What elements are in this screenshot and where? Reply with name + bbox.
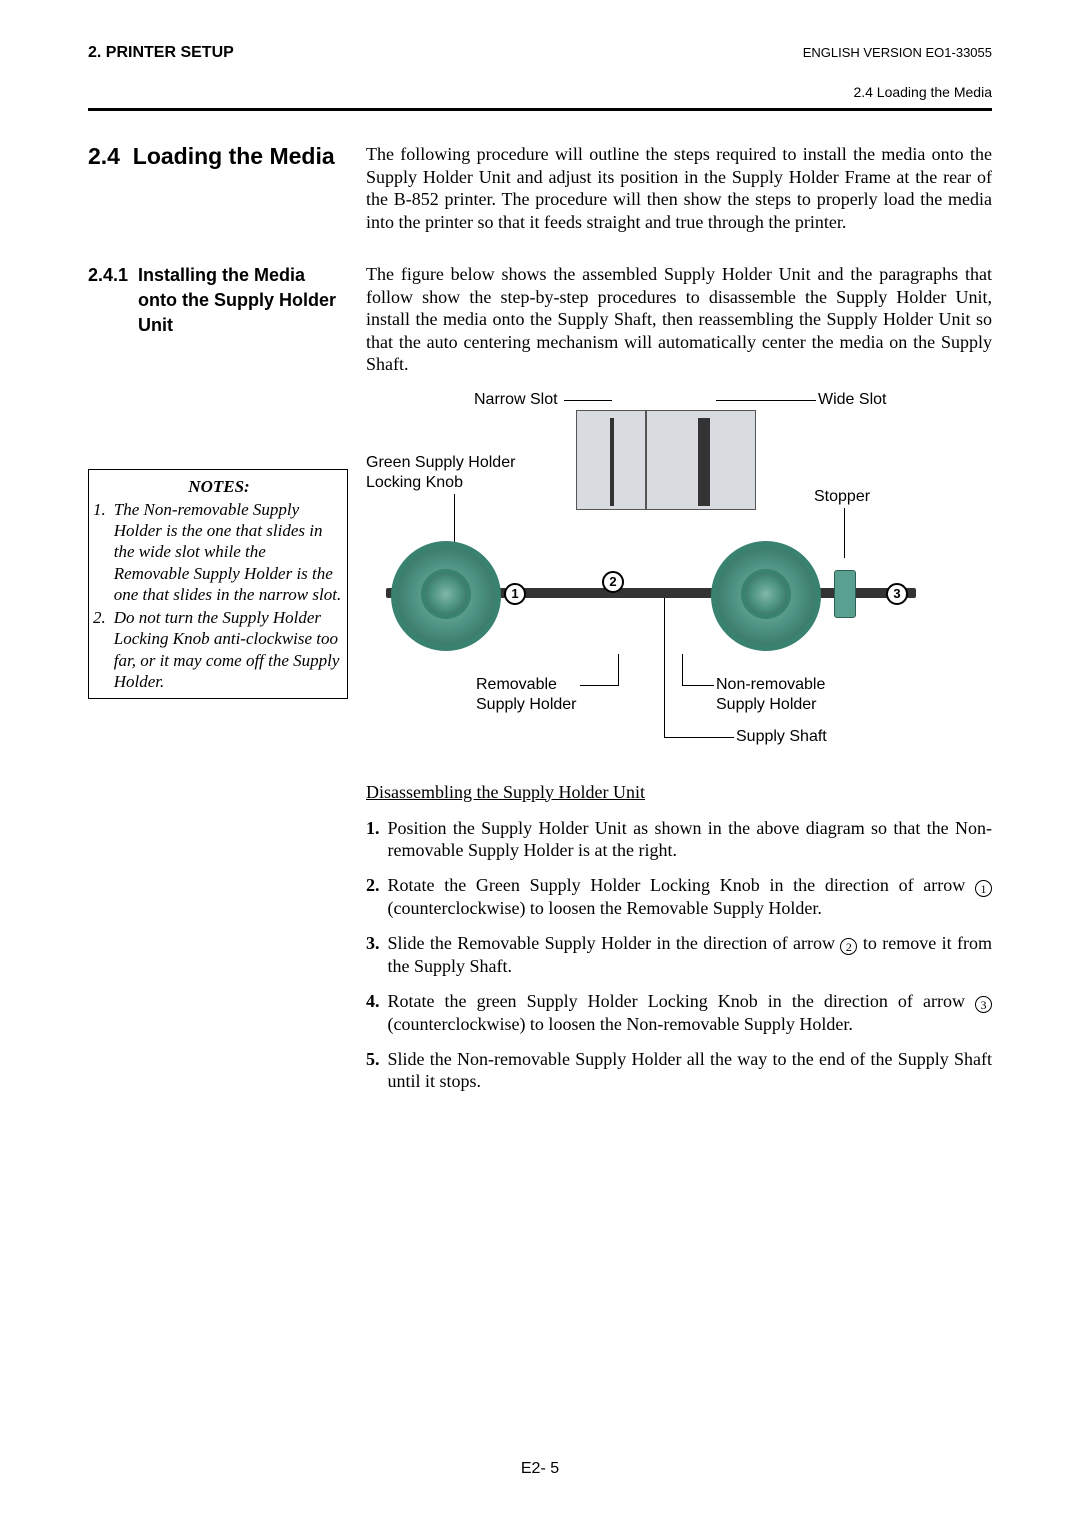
label-green-knob-l2: Locking Knob [366,474,463,492]
stopper-block [834,570,856,618]
notes-list: 1. The Non-removable Supply Holder is th… [93,499,345,692]
badge-3: 3 [886,583,908,605]
header-right: ENGLISH VERSION EO1-33055 [803,45,992,60]
page-footer: E2- 5 [0,1460,1080,1478]
leader-line [664,737,734,738]
step-number: 1. [366,817,380,862]
subsection-title: 2.4.1 Installing the Media onto the Supp… [88,263,348,339]
section-row: 2.4 Loading the Media The following proc… [88,143,992,233]
header-left: 2. PRINTER SETUP [88,44,234,62]
circled-number-icon: 2 [840,938,857,955]
step-text: Slide the Non-removable Supply Holder al… [388,1048,993,1093]
section-number: 2.4 [88,143,120,169]
section-name: Loading the Media [133,143,335,169]
figure-supply-holder: Narrow Slot Wide Slot Green Supply Holde… [366,376,926,776]
notes-box: NOTES: 1. The Non-removable Supply Holde… [88,469,348,700]
leader-line [716,400,816,401]
step-text: Slide the Removable Supply Holder in the… [388,932,993,978]
leader-line [844,508,845,558]
badge-1: 1 [504,583,526,605]
slot-narrow [610,418,614,506]
page-header: 2. PRINTER SETUP ENGLISH VERSION EO1-330… [88,44,992,62]
leader-line [664,598,665,738]
slot-wide [698,418,710,506]
section-intro-col: The following procedure will outline the… [366,143,992,233]
label-nonremovable-l1: Non-removable [716,676,825,694]
badge-2: 2 [602,571,624,593]
notes-item-number: 1. [93,499,106,605]
label-narrow-slot: Narrow Slot [474,391,558,409]
label-supply-shaft: Supply Shaft [736,728,827,746]
subsection-name: Installing the Media onto the Supply Hol… [138,263,348,339]
label-nonremovable-l2: Supply Holder [716,696,817,714]
step-number: 4. [366,990,380,1036]
leader-line [580,685,618,686]
notes-item-number: 2. [93,607,106,692]
step-item: 2. Rotate the Green Supply Holder Lockin… [366,874,992,920]
circled-number-icon: 3 [975,996,992,1013]
subsection-left: 2.4.1 Installing the Media onto the Supp… [88,263,348,1105]
circled-number-icon: 1 [975,880,992,897]
step-number: 5. [366,1048,380,1093]
step-number: 3. [366,932,380,978]
notes-title: NOTES: [93,476,345,497]
leader-line [682,685,714,686]
locking-knob-left [421,569,471,619]
notes-item-text: The Non-removable Supply Holder is the o… [114,499,345,605]
header-subtitle: 2.4 Loading the Media [88,84,992,100]
section-title-col: 2.4 Loading the Media [88,143,348,233]
label-green-knob-l1: Green Supply Holder [366,454,515,472]
subsection-row: 2.4.1 Installing the Media onto the Supp… [88,263,992,1105]
disassemble-title: Disassembling the Supply Holder Unit [366,782,992,803]
section-intro: The following procedure will outline the… [366,143,992,233]
leader-line [564,400,612,401]
label-removable-l2: Supply Holder [476,696,577,714]
step-item: 5. Slide the Non-removable Supply Holder… [366,1048,992,1093]
step-number: 2. [366,874,380,920]
subsection-intro: The figure below shows the assembled Sup… [366,263,992,376]
leader-line [618,654,619,686]
subsection-right: The figure below shows the assembled Sup… [366,263,992,1105]
step-text: Position the Supply Holder Unit as shown… [388,817,993,862]
leader-line [682,654,683,686]
content-area: 2.4 Loading the Media The following proc… [88,143,992,1105]
label-stopper: Stopper [814,488,870,506]
header-divider [88,108,992,111]
notes-item: 2. Do not turn the Supply Holder Locking… [93,607,345,692]
notes-item: 1. The Non-removable Supply Holder is th… [93,499,345,605]
notes-item-text: Do not turn the Supply Holder Locking Kn… [114,607,345,692]
locking-knob-right [741,569,791,619]
step-item: 1. Position the Supply Holder Unit as sh… [366,817,992,862]
label-wide-slot: Wide Slot [818,391,886,409]
step-item: 4. Rotate the green Supply Holder Lockin… [366,990,992,1036]
step-text: Rotate the green Supply Holder Locking K… [388,990,993,1036]
step-item: 3. Slide the Removable Supply Holder in … [366,932,992,978]
label-removable-l1: Removable [476,676,557,694]
step-text: Rotate the Green Supply Holder Locking K… [388,874,993,920]
section-title: 2.4 Loading the Media [88,143,348,170]
steps-list: 1. Position the Supply Holder Unit as sh… [366,817,992,1093]
subsection-number: 2.4.1 [88,263,128,339]
